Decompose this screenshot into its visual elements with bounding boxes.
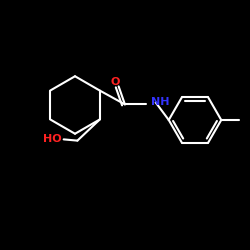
Text: O: O	[111, 77, 120, 87]
Text: NH: NH	[151, 97, 169, 108]
Text: HO: HO	[43, 134, 62, 144]
